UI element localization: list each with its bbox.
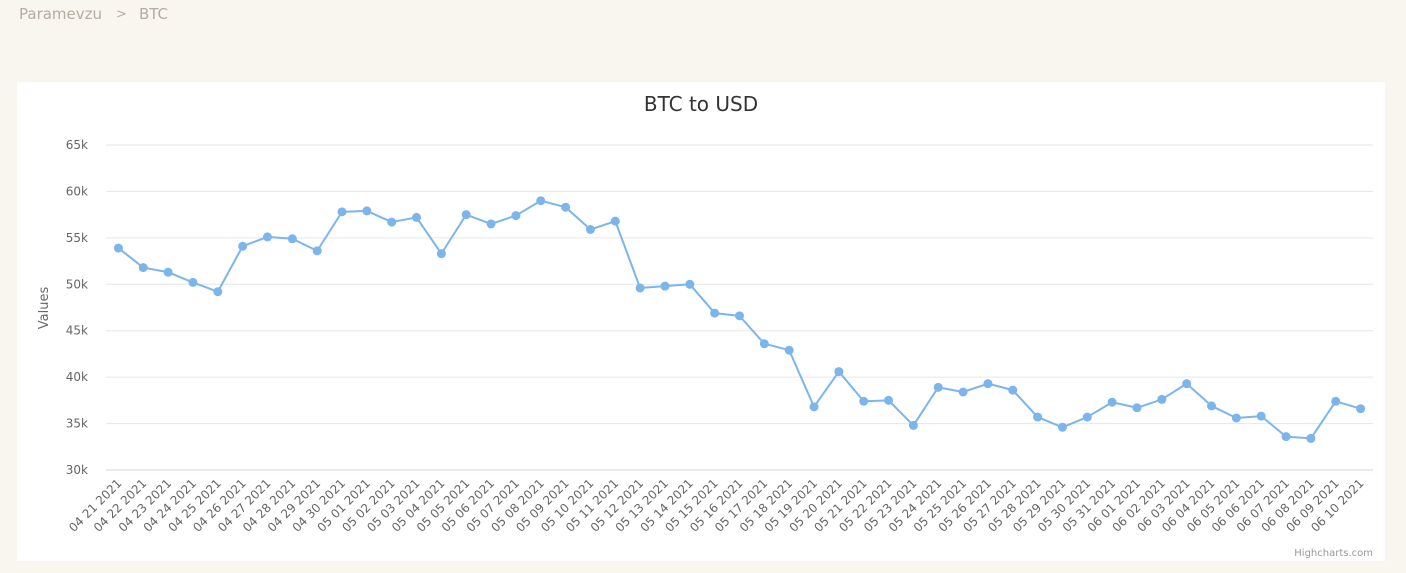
- data-point[interactable]: [337, 207, 347, 217]
- data-point[interactable]: [163, 267, 173, 277]
- data-point[interactable]: [238, 241, 248, 251]
- btc-price-chart: BTC to USD 30k 35k 40k 45k 50k 55k 60k 65k Valu…: [37, 92, 1373, 559]
- y-tick-label: 55k: [66, 231, 88, 245]
- data-point[interactable]: [387, 217, 397, 227]
- y-tick-label: 45k: [66, 324, 88, 338]
- breadcrumb-separator: >: [116, 6, 127, 22]
- data-point[interactable]: [486, 219, 496, 229]
- data-point[interactable]: [113, 243, 123, 253]
- data-point[interactable]: [685, 279, 695, 289]
- data-point[interactable]: [312, 246, 322, 256]
- data-point[interactable]: [461, 210, 471, 220]
- y-tick-label: 40k: [66, 370, 88, 384]
- data-point[interactable]: [1082, 412, 1092, 422]
- data-point[interactable]: [1306, 433, 1316, 443]
- y-tick-label: 65k: [66, 138, 88, 152]
- data-point[interactable]: [362, 206, 372, 216]
- data-point[interactable]: [561, 202, 571, 212]
- y-axis-ticks: 30k 35k 40k 45k 50k 55k 60k 65k: [66, 138, 88, 477]
- y-axis-label: Values: [37, 287, 52, 330]
- data-point[interactable]: [436, 249, 446, 259]
- data-point[interactable]: [213, 287, 223, 297]
- data-point[interactable]: [933, 382, 943, 392]
- chart-grid: [106, 144, 1373, 471]
- data-point[interactable]: [759, 339, 769, 349]
- chart-series: [113, 196, 1366, 443]
- data-point[interactable]: [635, 283, 645, 293]
- data-point[interactable]: [1033, 412, 1043, 422]
- data-point[interactable]: [1356, 404, 1366, 414]
- breadcrumb-current-link[interactable]: BTC: [138, 5, 168, 23]
- data-point[interactable]: [1157, 394, 1167, 404]
- data-point[interactable]: [958, 387, 968, 397]
- y-tick-label: 60k: [66, 184, 88, 198]
- y-tick-label: 35k: [66, 417, 88, 431]
- chart-credits[interactable]: Highcharts.com: [1294, 548, 1373, 559]
- data-point[interactable]: [983, 379, 993, 389]
- data-point[interactable]: [1182, 379, 1192, 389]
- data-point[interactable]: [710, 308, 720, 318]
- data-point[interactable]: [188, 277, 198, 287]
- chart-title: BTC to USD: [644, 92, 758, 116]
- breadcrumb-root-link[interactable]: Paramevzu: [19, 5, 103, 23]
- y-tick-label: 50k: [66, 277, 88, 291]
- breadcrumb: Paramevzu > BTC: [19, 5, 168, 23]
- data-point[interactable]: [660, 281, 670, 291]
- data-point[interactable]: [1281, 432, 1291, 442]
- data-point[interactable]: [287, 234, 297, 244]
- data-point[interactable]: [1207, 401, 1217, 411]
- data-point[interactable]: [610, 216, 620, 226]
- y-tick-label: 30k: [66, 463, 88, 477]
- data-point[interactable]: [262, 232, 272, 242]
- data-point[interactable]: [585, 225, 595, 234]
- data-point[interactable]: [784, 345, 794, 355]
- data-point[interactable]: [1256, 411, 1266, 421]
- data-point[interactable]: [908, 420, 918, 430]
- data-point[interactable]: [859, 396, 869, 406]
- data-point[interactable]: [809, 402, 819, 412]
- data-point[interactable]: [884, 395, 894, 405]
- data-point[interactable]: [834, 367, 844, 377]
- data-point[interactable]: [1331, 396, 1341, 406]
- data-point[interactable]: [138, 263, 148, 273]
- data-point[interactable]: [511, 211, 521, 221]
- chart-card: BTC to USD 30k 35k 40k 45k 50k 55k 60k 65k Valu…: [17, 82, 1385, 561]
- data-point[interactable]: [1132, 403, 1142, 413]
- data-point[interactable]: [1057, 422, 1067, 432]
- data-point[interactable]: [412, 212, 422, 222]
- data-point[interactable]: [1107, 397, 1117, 407]
- data-point[interactable]: [536, 196, 546, 206]
- data-point[interactable]: [1008, 385, 1018, 395]
- data-point[interactable]: [735, 311, 744, 321]
- data-point[interactable]: [1231, 413, 1241, 423]
